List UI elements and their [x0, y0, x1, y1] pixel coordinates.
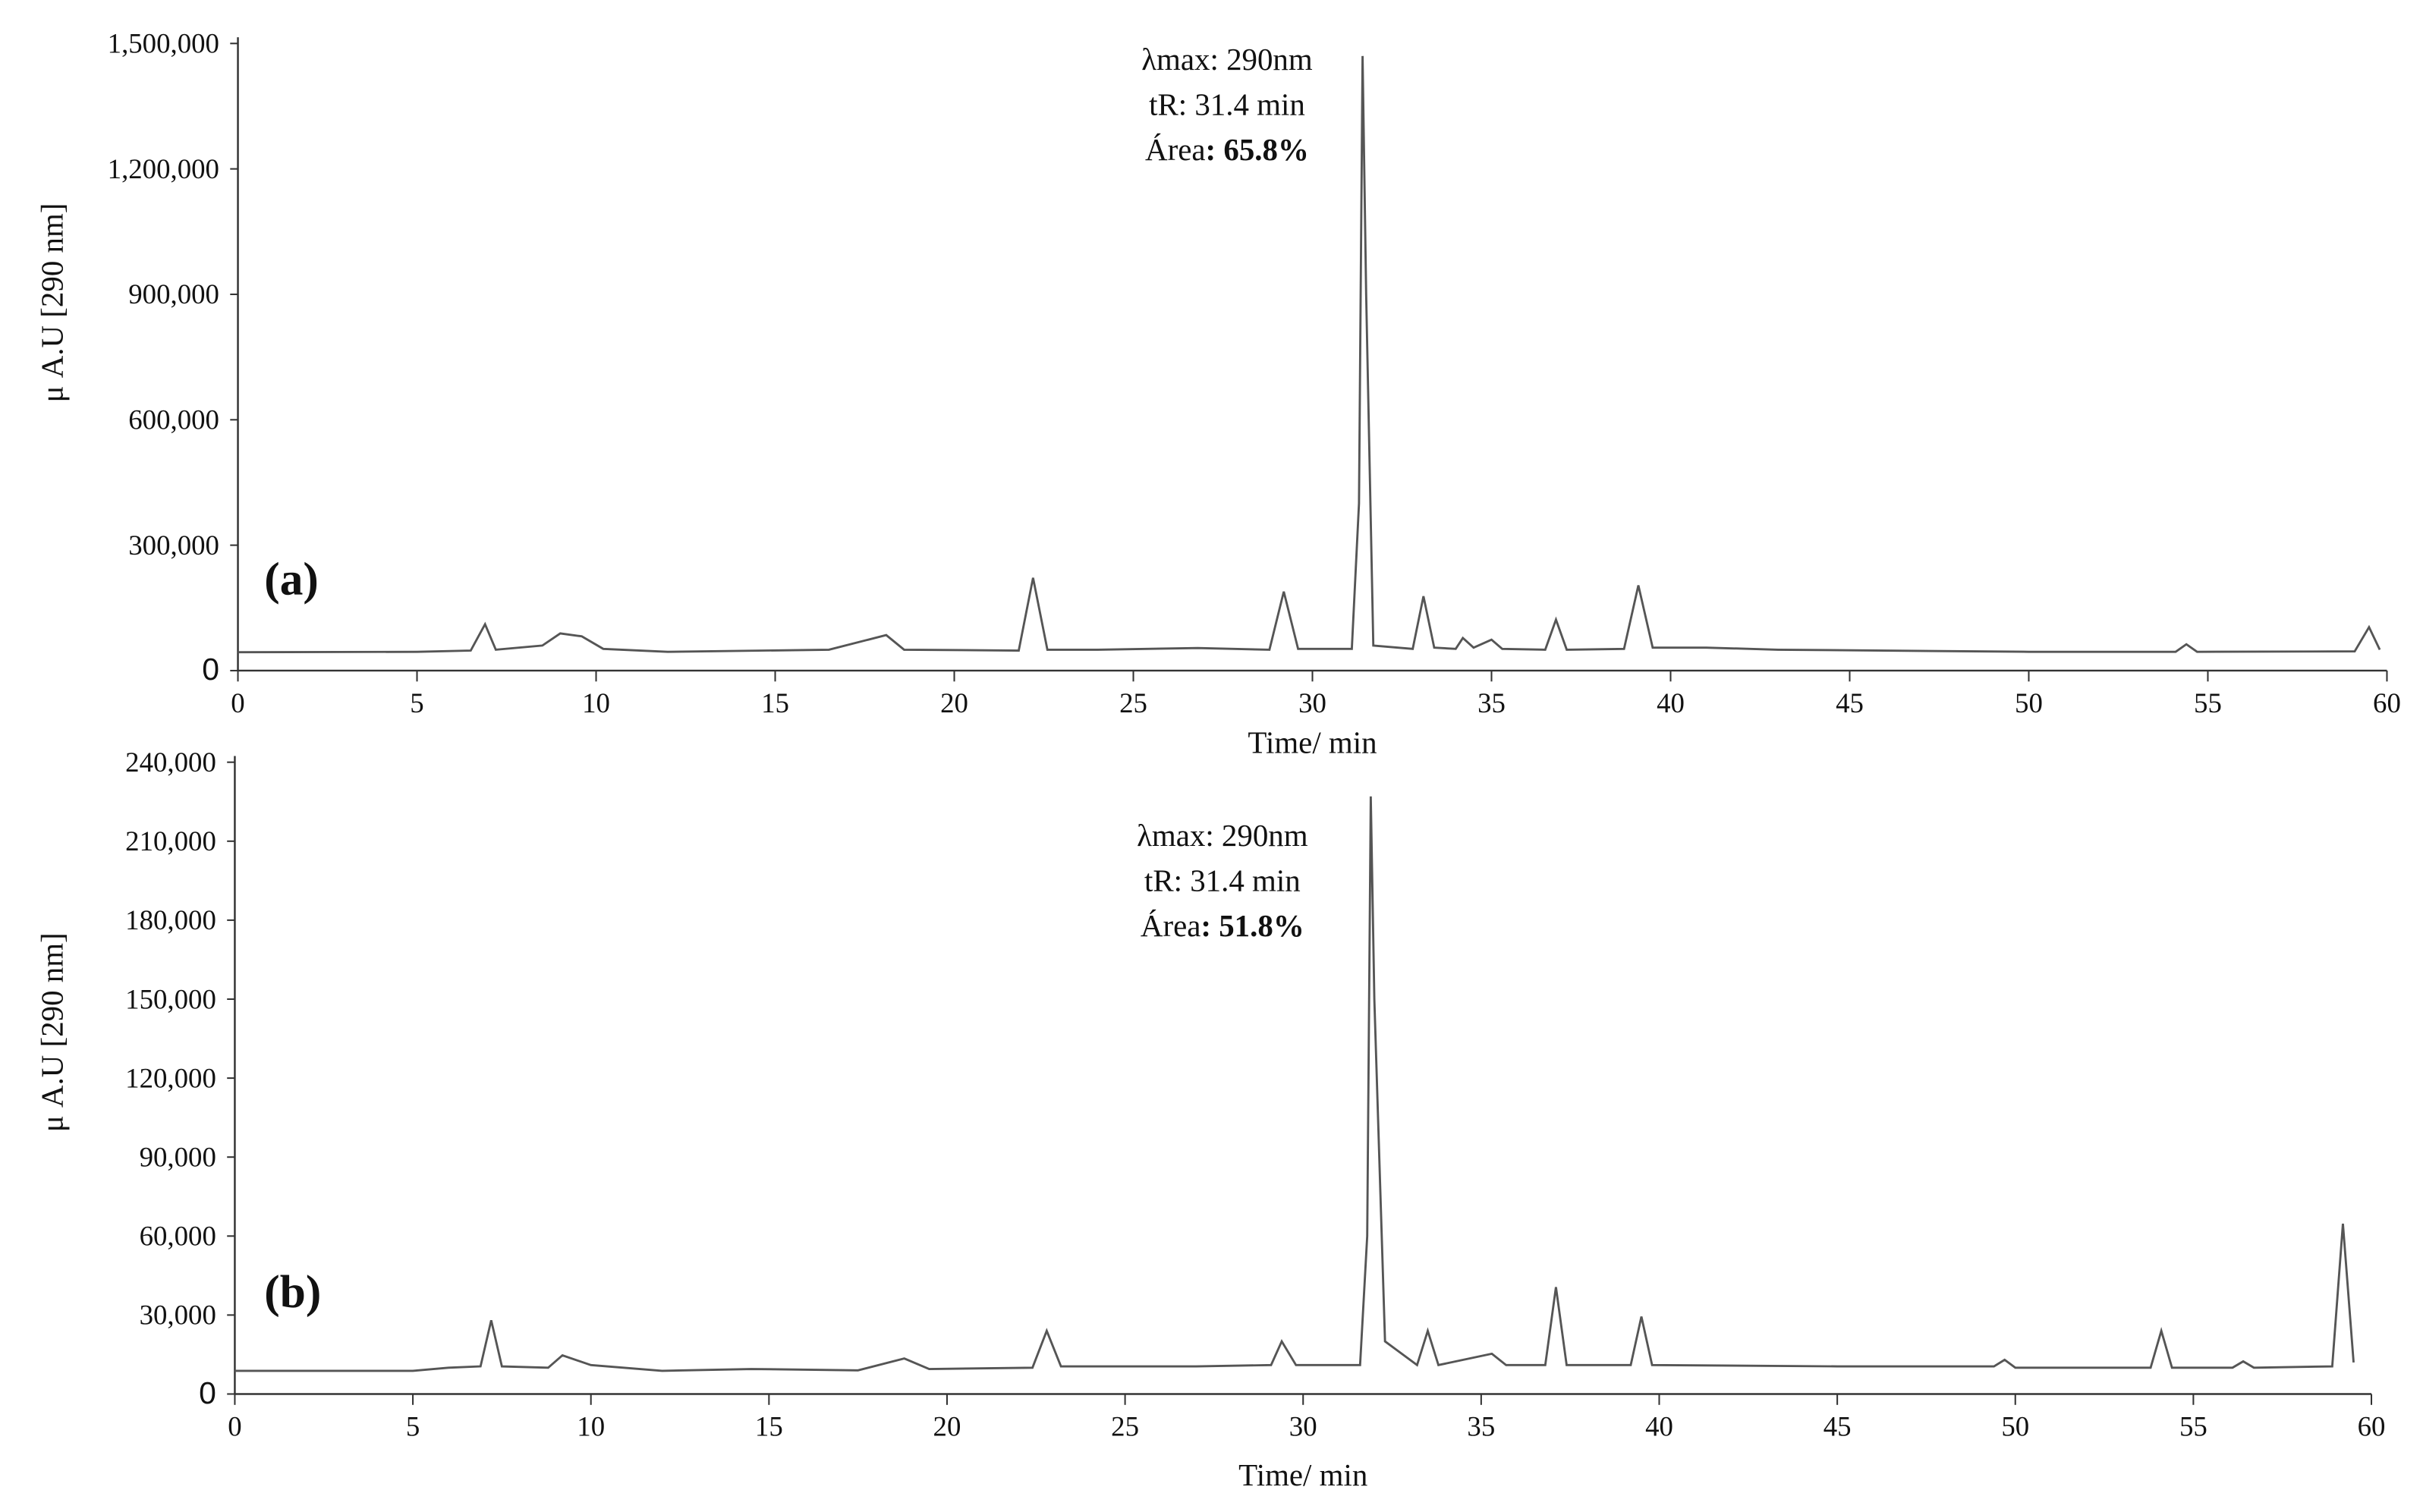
- y-tick-label: 600,000: [128, 404, 219, 435]
- chromatogram-line: [234, 796, 2355, 1372]
- y-tick-label: 90,000: [140, 1141, 216, 1172]
- peak-area: Área: 65.8%: [1145, 133, 1309, 167]
- x-tick-label: 15: [761, 687, 789, 718]
- x-axis-label: Time/ min: [1238, 1458, 1367, 1492]
- x-tick-label: 35: [1467, 1411, 1495, 1442]
- x-tick-label: 50: [2001, 1411, 2029, 1442]
- x-tick-label: 60: [2358, 1411, 2386, 1442]
- x-tick-label: 40: [1657, 687, 1685, 718]
- peak-annotation: λmax: 290nm: [1137, 819, 1308, 853]
- x-tick-label: 55: [2179, 1411, 2207, 1442]
- x-tick-label: 25: [1111, 1411, 1139, 1442]
- peak-annotation: tR: 31.4 min: [1149, 87, 1305, 121]
- x-tick-label: 40: [1645, 1411, 1673, 1442]
- y-tick-label: 240,000: [125, 747, 216, 778]
- x-tick-label: 25: [1119, 687, 1147, 718]
- y-tick-label: 1,500,000: [108, 28, 219, 59]
- x-tick-label: 15: [755, 1411, 783, 1442]
- x-tick-label: 35: [1477, 687, 1506, 718]
- x-tick-label: 45: [1824, 1411, 1852, 1442]
- x-tick-label: 0: [231, 687, 244, 718]
- area-prefix: Área: [1145, 133, 1205, 167]
- y-tick-label: 210,000: [125, 825, 216, 857]
- x-tick-label: 60: [2373, 687, 2401, 718]
- x-axis-label: Time/ min: [1248, 725, 1377, 759]
- x-tick-label: 45: [1836, 687, 1864, 718]
- y-tick-label: 120,000: [125, 1062, 216, 1093]
- y-tick-label: 0: [202, 652, 219, 687]
- x-tick-label: 30: [1298, 687, 1326, 718]
- panel-label: (b): [264, 1266, 321, 1318]
- panel-label: (a): [264, 554, 319, 605]
- x-tick-label: 55: [2194, 687, 2222, 718]
- y-tick-label: 1,200,000: [108, 153, 219, 184]
- x-tick-label: 0: [228, 1411, 241, 1442]
- x-tick-label: 50: [2015, 687, 2043, 718]
- x-tick-label: 10: [577, 1411, 605, 1442]
- peak-area: Área: 51.8%: [1141, 909, 1304, 943]
- x-tick-label: 10: [582, 687, 610, 718]
- peak-annotation: tR: 31.4 min: [1144, 864, 1301, 898]
- y-tick-label: 900,000: [128, 278, 219, 310]
- y-tick-label: 180,000: [125, 904, 216, 935]
- y-tick-label: 300,000: [128, 530, 219, 561]
- y-tick-label: 0: [199, 1375, 216, 1410]
- peak-annotation: λmax: 290nm: [1141, 42, 1313, 77]
- y-tick-label: 30,000: [140, 1300, 216, 1331]
- y-tick-label: 150,000: [125, 983, 216, 1014]
- chromatogram-line: [238, 55, 2381, 654]
- x-tick-label: 20: [940, 687, 968, 718]
- y-axis-label: μ A.U [290 nm]: [35, 203, 69, 403]
- area-prefix: Área: [1141, 909, 1200, 943]
- x-tick-label: 30: [1289, 1411, 1317, 1442]
- x-tick-label: 5: [406, 1411, 420, 1442]
- area-value: : 51.8%: [1200, 909, 1304, 943]
- x-tick-label: 20: [933, 1411, 961, 1442]
- area-value: : 65.8%: [1206, 133, 1309, 167]
- y-axis-label: μ A.U [290 nm]: [35, 932, 69, 1132]
- y-tick-label: 60,000: [140, 1221, 216, 1252]
- x-tick-label: 5: [410, 687, 423, 718]
